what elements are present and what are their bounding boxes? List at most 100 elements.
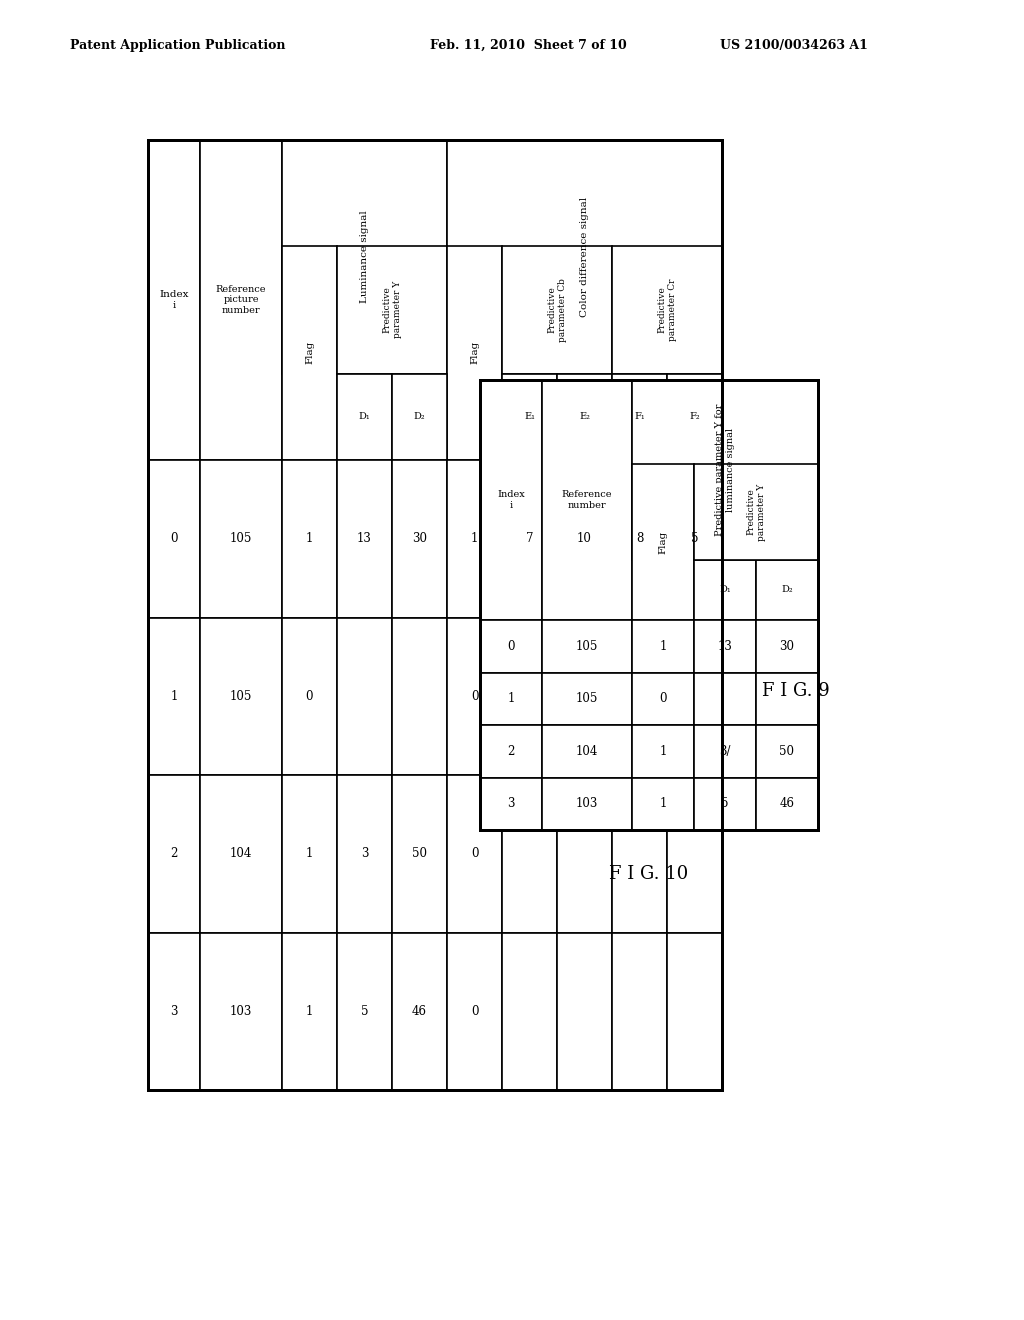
Text: Predictive
parameter Cr: Predictive parameter Cr xyxy=(657,279,677,341)
Text: Predictive
parameter Y: Predictive parameter Y xyxy=(746,483,766,541)
Text: 0: 0 xyxy=(659,692,667,705)
Text: 30: 30 xyxy=(779,640,795,653)
Bar xyxy=(542,620,632,672)
Bar xyxy=(542,672,632,725)
Bar xyxy=(502,374,557,459)
Bar xyxy=(632,380,818,560)
Text: 3/: 3/ xyxy=(719,744,731,758)
Text: 3: 3 xyxy=(360,847,369,861)
Bar xyxy=(694,725,756,777)
Text: 46: 46 xyxy=(779,797,795,810)
Text: Flag: Flag xyxy=(305,341,314,364)
Text: 105: 105 xyxy=(229,690,252,702)
Text: 0: 0 xyxy=(170,532,178,545)
Bar xyxy=(282,618,337,775)
Text: 2: 2 xyxy=(507,744,515,758)
Text: Reference
number: Reference number xyxy=(562,490,612,510)
Text: D₁: D₁ xyxy=(719,586,731,594)
Bar xyxy=(392,374,447,459)
Text: 10: 10 xyxy=(578,532,592,545)
Text: Predictive parameter Y for
luminance signal: Predictive parameter Y for luminance sig… xyxy=(716,404,734,536)
Text: 103: 103 xyxy=(229,1005,252,1018)
Text: 0: 0 xyxy=(471,1005,478,1018)
Text: 103: 103 xyxy=(575,797,598,810)
Bar xyxy=(337,459,392,618)
Text: 5: 5 xyxy=(360,1005,369,1018)
Text: Feb. 11, 2010  Sheet 7 of 10: Feb. 11, 2010 Sheet 7 of 10 xyxy=(430,38,627,51)
Bar xyxy=(480,380,818,830)
Text: 1: 1 xyxy=(659,744,667,758)
Bar xyxy=(632,777,694,830)
Bar xyxy=(612,932,667,1090)
Bar xyxy=(612,459,667,618)
Bar xyxy=(694,620,756,672)
Bar xyxy=(337,775,392,932)
Text: 50: 50 xyxy=(412,847,427,861)
Text: F₂: F₂ xyxy=(689,412,699,421)
Text: 8: 8 xyxy=(636,532,643,545)
Bar xyxy=(632,672,694,725)
Bar xyxy=(667,374,722,459)
Bar xyxy=(282,932,337,1090)
Bar xyxy=(200,932,282,1090)
Text: Luminance signal: Luminance signal xyxy=(360,210,369,304)
Text: 0: 0 xyxy=(507,640,515,653)
Text: 105: 105 xyxy=(575,640,598,653)
Text: 13: 13 xyxy=(357,532,372,545)
Text: 104: 104 xyxy=(229,847,252,861)
Text: 105: 105 xyxy=(575,692,598,705)
Bar xyxy=(282,459,337,618)
Bar xyxy=(392,932,447,1090)
Bar xyxy=(756,560,818,620)
Text: Predictive
parameter Y: Predictive parameter Y xyxy=(382,281,401,338)
Bar xyxy=(694,465,818,560)
Text: 1: 1 xyxy=(170,690,178,702)
Text: 0: 0 xyxy=(471,690,478,702)
Text: F I G. 10: F I G. 10 xyxy=(609,865,688,883)
Bar xyxy=(447,775,502,932)
Bar xyxy=(632,465,694,620)
Text: D₂: D₂ xyxy=(781,586,793,594)
Bar xyxy=(148,140,722,1090)
Bar xyxy=(694,777,756,830)
Bar xyxy=(632,620,694,672)
Bar xyxy=(667,775,722,932)
Bar xyxy=(337,932,392,1090)
Bar xyxy=(480,620,542,672)
Bar xyxy=(480,777,542,830)
Text: 5: 5 xyxy=(721,797,729,810)
Text: 105: 105 xyxy=(229,532,252,545)
Bar xyxy=(542,777,632,830)
Bar xyxy=(282,246,337,459)
Bar xyxy=(480,380,542,620)
Bar xyxy=(612,775,667,932)
Text: 3: 3 xyxy=(507,797,515,810)
Text: 5: 5 xyxy=(691,532,698,545)
Bar xyxy=(337,374,392,459)
Bar xyxy=(632,725,694,777)
Bar xyxy=(392,618,447,775)
Bar xyxy=(200,618,282,775)
Text: 1: 1 xyxy=(659,797,667,810)
Bar xyxy=(282,775,337,932)
Bar xyxy=(392,775,447,932)
Bar xyxy=(612,374,667,459)
Bar xyxy=(612,246,722,374)
Text: 1: 1 xyxy=(471,532,478,545)
Bar xyxy=(667,932,722,1090)
Text: Reference
picture
number: Reference picture number xyxy=(216,285,266,315)
Bar xyxy=(557,618,612,775)
Bar xyxy=(392,459,447,618)
Bar xyxy=(667,459,722,618)
Bar xyxy=(148,459,200,618)
Text: 104: 104 xyxy=(575,744,598,758)
Bar xyxy=(148,775,200,932)
Text: 30: 30 xyxy=(412,532,427,545)
Bar xyxy=(694,560,756,620)
Text: 0: 0 xyxy=(306,690,313,702)
Bar xyxy=(542,380,632,620)
Text: 2: 2 xyxy=(170,847,178,861)
Bar xyxy=(557,459,612,618)
Bar xyxy=(756,777,818,830)
Bar xyxy=(502,775,557,932)
